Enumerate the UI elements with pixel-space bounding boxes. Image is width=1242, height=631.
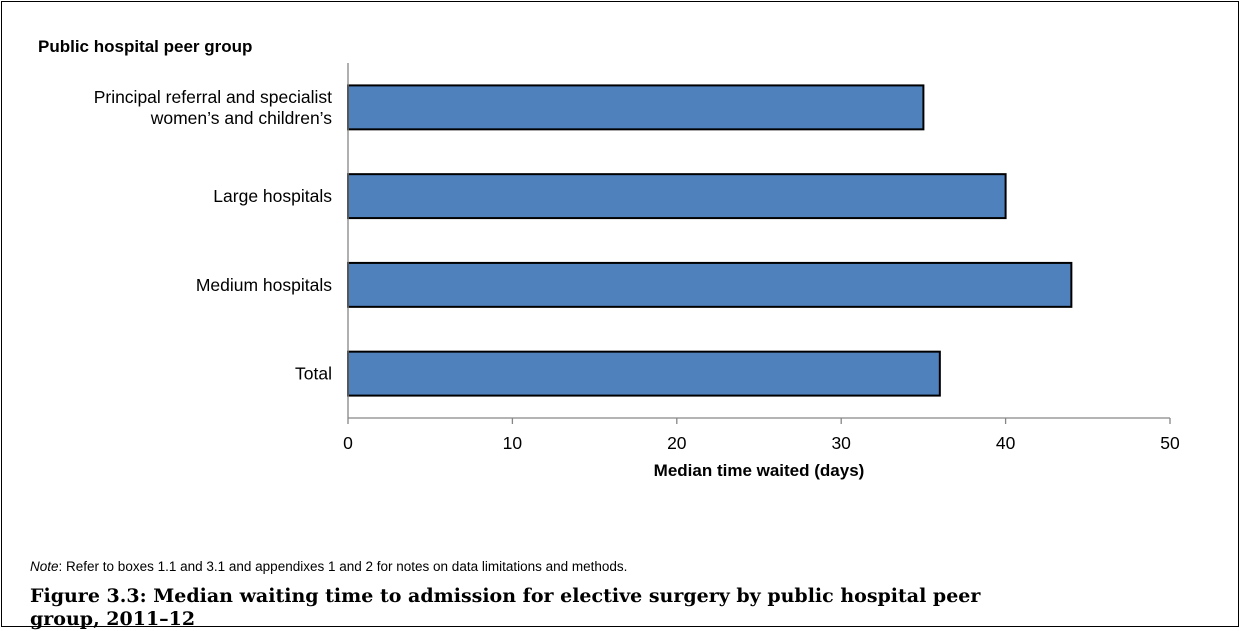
- category-axis-title: Public hospital peer group: [38, 37, 252, 56]
- x-tick-label: 10: [503, 433, 523, 453]
- x-tick-label: 50: [1160, 433, 1180, 453]
- category-label-line: Principal referral and specialist: [94, 87, 332, 107]
- note-text: : Refer to boxes 1.1 and 3.1 and appendi…: [58, 559, 628, 574]
- note-label: Note: [30, 559, 59, 574]
- bar: [347, 261, 1073, 308]
- x-tick-label: 20: [667, 433, 687, 453]
- category-label-line: Large hospitals: [213, 186, 332, 206]
- bar: [347, 84, 925, 131]
- category-label-line: women’s and children’s: [150, 108, 333, 128]
- category-label: Medium hospitals: [196, 275, 332, 295]
- category-label: Large hospitals: [213, 186, 332, 206]
- figure-note: Note: Refer to boxes 1.1 and 3.1 and app…: [30, 559, 627, 574]
- x-tick-label: 40: [996, 433, 1016, 453]
- x-tick-label: 0: [343, 433, 353, 453]
- category-label: Total: [295, 364, 332, 384]
- category-label: Principal referral and specialist women’s…: [94, 87, 333, 128]
- bar: [347, 350, 941, 397]
- x-axis-title: Median time waited (days): [654, 461, 865, 480]
- category-label-line: Total: [295, 364, 332, 384]
- bar: [347, 173, 1007, 220]
- figure-caption: Figure 3.3: Median waiting time to admis…: [30, 585, 981, 630]
- x-tick-label: 30: [831, 433, 851, 453]
- category-label-line: Medium hospitals: [196, 275, 332, 295]
